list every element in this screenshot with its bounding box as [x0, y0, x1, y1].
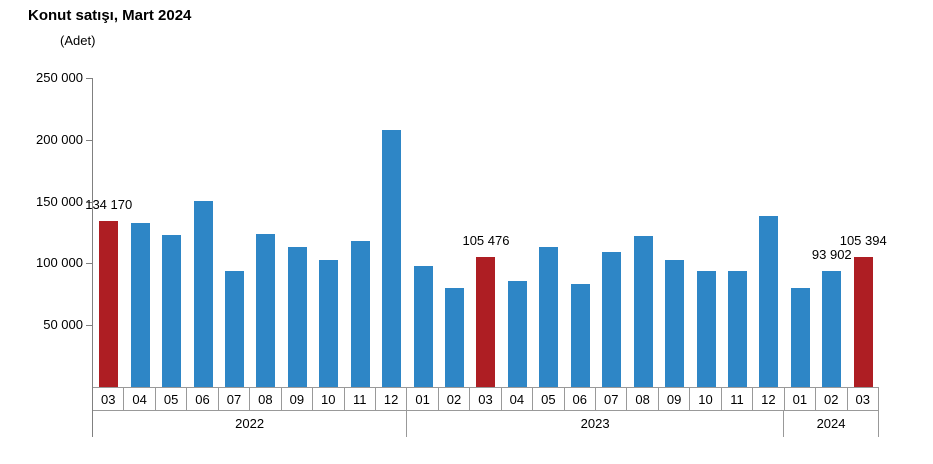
bar-2022-12	[382, 130, 402, 387]
y-axis-tick-label: 100 000	[36, 255, 83, 270]
bar-column-2023-04	[502, 78, 533, 387]
bar-column-2024-03: 105 394	[840, 78, 887, 387]
bar-2023-09	[665, 260, 685, 387]
y-axis-tick-label: 250 000	[36, 70, 83, 85]
bar-column-2022-07	[219, 78, 250, 387]
bar-column-2023-07	[596, 78, 627, 387]
value-label-2022-03: 134 170	[85, 197, 133, 212]
month-label-2023-12: 12	[753, 388, 785, 410]
month-label-2022-08: 08	[250, 388, 282, 410]
y-axis-tick-label: 50 000	[43, 317, 83, 332]
y-axis-tick-label: 200 000	[36, 132, 83, 147]
x-axis-month-row: 03 04 05 06 07 08 09 10 11 12 01 02 03 04 05 06 07 08 09 10…	[93, 387, 879, 411]
bar-2023-03	[476, 257, 496, 387]
bar-column-2022-05	[156, 78, 187, 387]
bar-column-2023-03: 105 476	[462, 78, 509, 387]
bar-column-2023-10	[690, 78, 721, 387]
value-label-2024-02: 93 902	[811, 247, 852, 262]
bar-column-2022-12	[376, 78, 407, 387]
y-axis-tick	[86, 140, 93, 141]
plot-area: 134 170 105 476 93 902 105 394	[85, 78, 887, 387]
x-axis-year-row: 2022 2023 2024	[93, 410, 879, 437]
bar-2023-07	[602, 252, 622, 387]
bar-column-2023-11	[722, 78, 753, 387]
bar-column-2023-08	[627, 78, 658, 387]
month-label-2022-12: 12	[376, 388, 408, 410]
bar-column-2023-01	[407, 78, 438, 387]
bar-column-2023-05	[533, 78, 564, 387]
bar-column-2022-06	[187, 78, 218, 387]
month-label-2024-03: 03	[848, 388, 879, 410]
bar-column-2024-01	[785, 78, 816, 387]
bar-2023-12	[759, 216, 779, 387]
year-label-2024: 2024	[784, 410, 879, 437]
month-label-2022-11: 11	[345, 388, 376, 410]
y-axis-tick	[86, 202, 93, 203]
month-label-2022-06: 06	[187, 388, 219, 410]
month-label-2023-05: 05	[533, 388, 565, 410]
bar-2022-05	[162, 235, 182, 387]
month-label-2022-07: 07	[219, 388, 251, 410]
bar-column-2024-02: 93 902	[812, 78, 852, 387]
y-axis-tick	[86, 78, 93, 79]
month-label-2023-07: 07	[596, 388, 628, 410]
bar-2023-10	[696, 271, 716, 387]
bar-column-2023-06	[565, 78, 596, 387]
bar-column-2023-02	[439, 78, 470, 387]
bar-2022-10	[319, 260, 339, 387]
month-label-2023-10: 10	[690, 388, 722, 410]
bar-2022-11	[350, 241, 370, 387]
month-label-2023-02: 02	[439, 388, 471, 410]
bar-2023-05	[539, 247, 559, 387]
bar-2023-04	[507, 281, 527, 387]
value-label-2023-03: 105 476	[462, 233, 510, 248]
bar-2022-09	[287, 247, 307, 387]
bar-2022-08	[256, 234, 276, 387]
y-axis-tick	[86, 263, 93, 264]
bar-2023-11	[727, 271, 747, 387]
value-label-2024-03: 105 394	[839, 233, 887, 248]
y-axis-tick	[86, 325, 93, 326]
month-label-2023-01: 01	[407, 388, 439, 410]
page-title: Konut satışı, Mart 2024	[28, 7, 192, 24]
bar-2022-03	[99, 221, 119, 387]
bar-column-2022-03: 134 170	[85, 78, 132, 387]
bar-column-2023-09	[659, 78, 690, 387]
month-label-2022-10: 10	[313, 388, 345, 410]
month-label-2023-03: 03	[470, 388, 502, 410]
bar-2022-06	[193, 201, 213, 387]
bar-column-2022-04	[124, 78, 155, 387]
y-axis-tick-label: 150 000	[36, 194, 83, 209]
month-label-2023-04: 04	[502, 388, 534, 410]
bar-2023-08	[633, 236, 653, 387]
year-label-2023: 2023	[407, 410, 785, 437]
month-label-2023-06: 06	[565, 388, 596, 410]
bar-column-2022-11	[345, 78, 376, 387]
month-label-2022-04: 04	[124, 388, 156, 410]
month-label-2023-11: 11	[722, 388, 754, 410]
bar-column-2022-09	[282, 78, 313, 387]
bar-2022-07	[224, 271, 244, 387]
month-label-2024-01: 01	[785, 388, 817, 410]
y-axis-line	[92, 78, 93, 437]
bar-2024-03	[853, 257, 873, 387]
bar-2023-02	[445, 288, 465, 387]
month-label-2023-08: 08	[627, 388, 659, 410]
month-label-2023-09: 09	[659, 388, 691, 410]
bar-2022-04	[130, 223, 150, 387]
month-label-2022-03: 03	[93, 388, 125, 410]
bar-column-2022-08	[250, 78, 281, 387]
bar-2023-01	[413, 266, 433, 387]
month-label-2022-05: 05	[156, 388, 188, 410]
year-label-2022: 2022	[93, 410, 408, 437]
month-label-2024-02: 02	[816, 388, 848, 410]
axis-unit-label: (Adet)	[60, 33, 96, 48]
bar-2024-01	[790, 288, 810, 387]
month-label-2022-09: 09	[282, 388, 314, 410]
bar-column-2023-12	[753, 78, 784, 387]
bar-2024-02	[822, 271, 842, 387]
bar-column-2022-10	[313, 78, 344, 387]
bar-2023-06	[570, 284, 590, 387]
